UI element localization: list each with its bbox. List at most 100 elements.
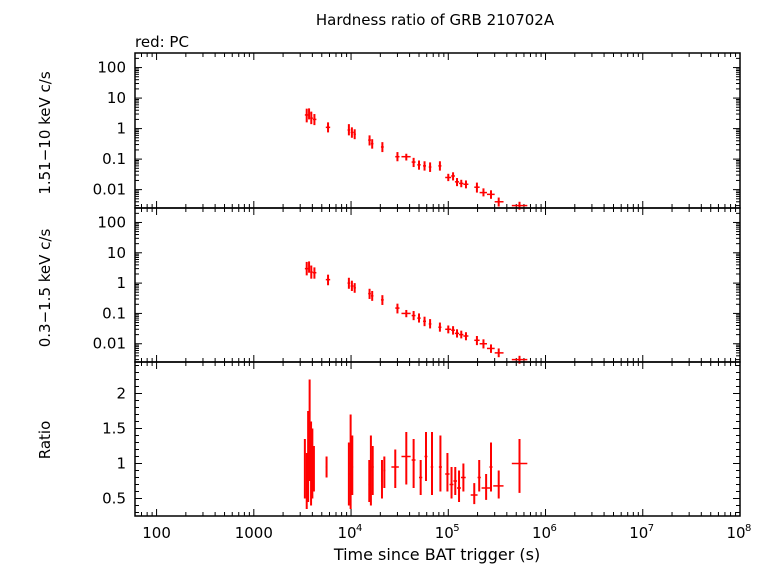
y-tick-label: 10 bbox=[107, 89, 126, 107]
panel-middle: 100 10 1 0.1 0.01 bbox=[93, 207, 741, 364]
data-point bbox=[417, 313, 421, 323]
data-point bbox=[351, 435, 354, 495]
data-point bbox=[494, 348, 504, 358]
panel-top: 100 10 1 0.1 0.01 bbox=[93, 52, 741, 210]
data-point bbox=[486, 190, 495, 199]
data-point bbox=[459, 330, 464, 339]
y-tick-label: 0.1 bbox=[102, 150, 126, 168]
data-point bbox=[419, 460, 423, 495]
data-point bbox=[401, 309, 411, 318]
data-point bbox=[305, 453, 308, 509]
data-point bbox=[481, 474, 491, 500]
data-point bbox=[325, 274, 331, 286]
data-point bbox=[308, 261, 311, 273]
data-point bbox=[304, 108, 309, 123]
data-point bbox=[470, 483, 478, 505]
y-tick-label: 1 bbox=[116, 120, 126, 138]
y-tick-label: 1.5 bbox=[102, 420, 126, 438]
x-tick-label: 10 bbox=[338, 524, 357, 542]
data-point bbox=[411, 439, 416, 488]
data-point bbox=[430, 432, 434, 495]
data-point bbox=[445, 173, 452, 182]
y-tick-label: 1 bbox=[116, 455, 126, 473]
plot-frame bbox=[134, 52, 741, 209]
y-tick-label: 0.01 bbox=[93, 181, 126, 199]
data-point bbox=[438, 322, 442, 332]
data-point bbox=[303, 439, 306, 499]
data-point bbox=[310, 265, 313, 279]
x-tick-label-exponent: 4 bbox=[356, 523, 362, 534]
x-tick-label: 10 bbox=[726, 524, 745, 542]
data-point bbox=[474, 336, 480, 346]
data-point bbox=[350, 280, 354, 291]
y-tick-label: 0.1 bbox=[102, 304, 126, 322]
data-point bbox=[428, 162, 432, 172]
data-point bbox=[459, 179, 464, 188]
data-point bbox=[411, 311, 416, 321]
data-point bbox=[428, 319, 432, 329]
data-point bbox=[310, 111, 313, 125]
data-point bbox=[453, 467, 458, 495]
x-tick-label: 100 bbox=[142, 524, 171, 542]
data-point bbox=[451, 326, 455, 335]
data-point bbox=[380, 142, 384, 153]
data-point bbox=[325, 122, 331, 133]
x-tick-label: 10 bbox=[532, 524, 551, 542]
data-point bbox=[460, 463, 466, 492]
data-point bbox=[349, 414, 352, 509]
y-tick-label: 100 bbox=[97, 59, 126, 77]
data-point bbox=[347, 442, 350, 506]
x-tick-label-exponent: 6 bbox=[551, 523, 557, 534]
data-point bbox=[457, 470, 461, 502]
data-point bbox=[449, 467, 454, 499]
data-point bbox=[395, 152, 400, 162]
data-point bbox=[401, 153, 411, 161]
data-point bbox=[438, 161, 442, 171]
data-point bbox=[445, 453, 450, 492]
data-point bbox=[454, 178, 460, 187]
data-point bbox=[477, 460, 481, 492]
data-point bbox=[368, 460, 371, 502]
data-point bbox=[347, 277, 351, 289]
data-point bbox=[479, 339, 487, 349]
data-point bbox=[423, 316, 427, 327]
data-point bbox=[347, 124, 351, 136]
data-point bbox=[474, 182, 480, 193]
data-point bbox=[368, 135, 371, 146]
x-axis-label: Time since BAT trigger (s) bbox=[333, 545, 540, 564]
data-point bbox=[438, 435, 442, 492]
data-point bbox=[463, 332, 469, 341]
data-point bbox=[454, 329, 460, 338]
x-tick-label: 1000 bbox=[235, 524, 273, 542]
x-tick-label-exponent: 8 bbox=[745, 523, 751, 534]
panel-bottom: 2 1.5 1 0.5 bbox=[102, 361, 741, 517]
chart-subtitle: red: PC bbox=[135, 33, 189, 51]
data-point bbox=[511, 439, 528, 493]
data-point bbox=[383, 456, 386, 488]
x-tick-label-exponent: 5 bbox=[453, 523, 459, 534]
data-point bbox=[308, 108, 311, 120]
data-point bbox=[325, 456, 328, 478]
x-tick-label: 10 bbox=[629, 524, 648, 542]
y-axis-label-top: 1.51−10 keV c/s bbox=[36, 71, 54, 195]
data-point bbox=[395, 303, 400, 314]
data-point bbox=[312, 446, 315, 492]
data-point bbox=[312, 267, 317, 279]
data-point bbox=[353, 129, 356, 140]
data-point bbox=[423, 161, 427, 171]
data-point bbox=[308, 379, 311, 481]
plot-frame bbox=[134, 361, 741, 517]
data-point bbox=[369, 435, 372, 506]
data-point bbox=[489, 442, 493, 492]
data-point bbox=[445, 325, 452, 334]
data-point bbox=[312, 114, 317, 126]
y-tick-label: 1 bbox=[116, 274, 126, 292]
data-point bbox=[411, 157, 416, 168]
data-point bbox=[451, 172, 455, 181]
data-point bbox=[368, 288, 371, 299]
y-tick-label: 0.5 bbox=[102, 490, 126, 508]
data-point bbox=[371, 446, 374, 495]
data-point bbox=[350, 127, 354, 138]
y-tick-label: 10 bbox=[107, 244, 126, 262]
